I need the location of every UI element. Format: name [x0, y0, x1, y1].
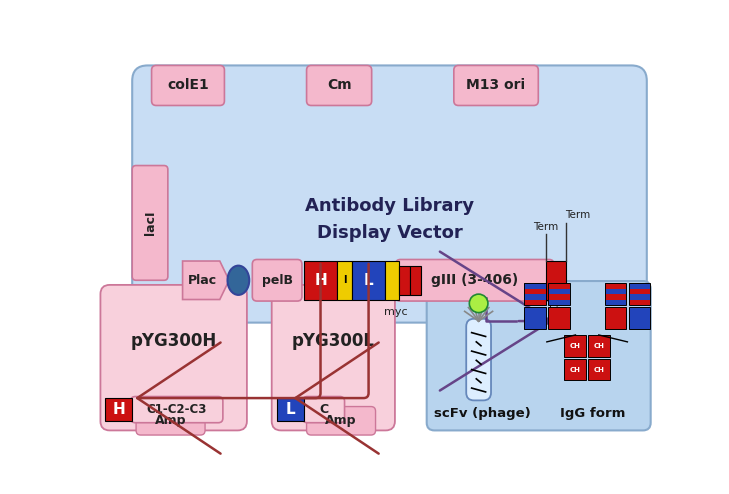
- Text: L: L: [286, 402, 295, 417]
- FancyBboxPatch shape: [132, 165, 168, 280]
- Bar: [548, 299, 569, 305]
- Bar: [548, 294, 569, 299]
- Text: his: his: [548, 306, 564, 316]
- Bar: [628, 284, 650, 305]
- Bar: [628, 294, 650, 299]
- Text: CH: CH: [593, 367, 604, 372]
- Bar: [604, 307, 626, 329]
- FancyBboxPatch shape: [132, 65, 647, 323]
- Bar: [588, 359, 610, 380]
- Text: gIII (3-406): gIII (3-406): [431, 273, 518, 288]
- FancyBboxPatch shape: [272, 285, 395, 430]
- Bar: [524, 294, 546, 299]
- Text: myc: myc: [384, 307, 408, 317]
- Bar: [604, 294, 626, 299]
- Bar: [628, 284, 650, 288]
- Bar: [604, 284, 626, 288]
- Bar: [564, 359, 586, 380]
- FancyBboxPatch shape: [307, 407, 375, 435]
- FancyBboxPatch shape: [426, 281, 651, 430]
- Ellipse shape: [227, 266, 249, 295]
- Bar: [548, 307, 569, 329]
- Bar: [524, 307, 546, 329]
- Bar: [337, 261, 352, 299]
- Text: Amp: Amp: [155, 414, 187, 427]
- Bar: [277, 398, 304, 421]
- Bar: [628, 299, 650, 305]
- FancyBboxPatch shape: [454, 65, 538, 106]
- Bar: [628, 307, 650, 329]
- FancyBboxPatch shape: [130, 397, 223, 423]
- Text: M13 ori: M13 ori: [467, 79, 526, 92]
- Bar: [410, 266, 421, 295]
- FancyBboxPatch shape: [467, 319, 491, 401]
- FancyBboxPatch shape: [136, 407, 205, 435]
- Bar: [628, 288, 650, 294]
- Text: IgG form: IgG form: [560, 407, 625, 419]
- Bar: [548, 284, 569, 305]
- Bar: [524, 284, 546, 305]
- Bar: [604, 284, 626, 305]
- FancyBboxPatch shape: [303, 397, 345, 423]
- Text: H: H: [314, 273, 327, 288]
- Text: CH: CH: [593, 343, 604, 349]
- Text: Cm: Cm: [327, 79, 351, 92]
- Text: pYG300H: pYG300H: [130, 331, 217, 350]
- Text: Amp: Amp: [325, 414, 356, 427]
- Text: pelB: pelB: [262, 274, 292, 287]
- Bar: [524, 288, 546, 294]
- FancyBboxPatch shape: [252, 259, 302, 301]
- Text: colE1: colE1: [167, 79, 209, 92]
- Text: L: L: [364, 273, 373, 288]
- Bar: [304, 261, 337, 299]
- Bar: [524, 284, 546, 288]
- FancyBboxPatch shape: [101, 285, 247, 430]
- Bar: [588, 335, 610, 357]
- Bar: [385, 261, 399, 299]
- Text: Term: Term: [534, 222, 558, 232]
- Bar: [399, 266, 410, 295]
- Bar: [564, 335, 586, 357]
- Text: C1-C2-C3: C1-C2-C3: [147, 403, 207, 416]
- Text: Plac: Plac: [188, 274, 217, 287]
- Text: Antibody Library
Display Vector: Antibody Library Display Vector: [305, 197, 474, 242]
- Bar: [604, 299, 626, 305]
- Bar: [548, 284, 569, 288]
- Bar: [352, 261, 385, 299]
- FancyBboxPatch shape: [152, 65, 225, 106]
- Text: H: H: [112, 402, 125, 417]
- Bar: [524, 299, 546, 305]
- Bar: [548, 288, 569, 294]
- Bar: [546, 261, 566, 299]
- Text: lacI: lacI: [144, 210, 157, 235]
- Bar: [105, 398, 132, 421]
- Text: CH: CH: [569, 343, 580, 349]
- Bar: [604, 288, 626, 294]
- Circle shape: [469, 294, 488, 313]
- Text: scFv (phage): scFv (phage): [434, 407, 531, 419]
- Polygon shape: [182, 261, 229, 299]
- FancyBboxPatch shape: [396, 259, 554, 301]
- Text: Term: Term: [565, 210, 590, 220]
- Text: pYG300L: pYG300L: [292, 331, 375, 350]
- Text: I: I: [343, 275, 346, 285]
- Text: CH: CH: [569, 367, 580, 372]
- Text: C: C: [319, 403, 328, 416]
- FancyBboxPatch shape: [307, 65, 372, 106]
